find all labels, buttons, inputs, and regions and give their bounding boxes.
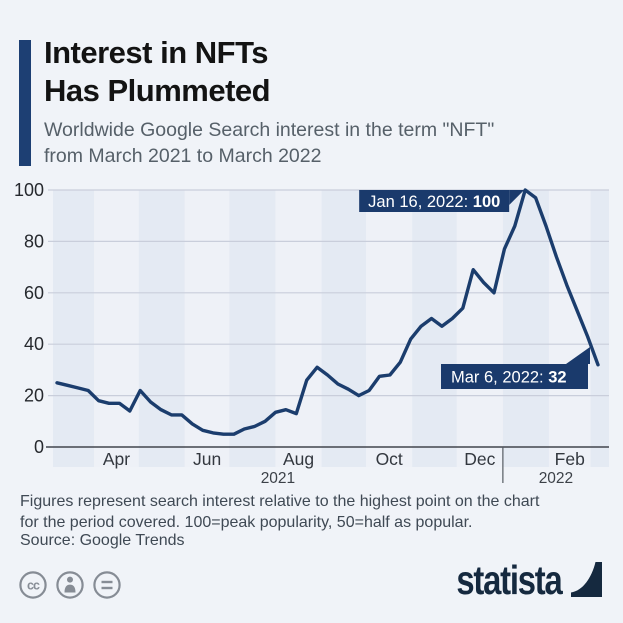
statista-logo[interactable]: statista bbox=[430, 557, 602, 603]
month-band bbox=[366, 190, 413, 467]
attribution-icon[interactable] bbox=[55, 570, 85, 600]
line-chart: 0 20 40 60 80 100 Apr Jun Aug Oct Dec Feb 2021 2022 Ja… bbox=[14, 180, 609, 487]
x-axis-label: Dec bbox=[464, 449, 495, 469]
x-axis-label: Jun bbox=[193, 449, 221, 469]
month-band bbox=[321, 190, 367, 467]
year-label-2022: 2022 bbox=[539, 470, 573, 487]
x-axis-label: Aug bbox=[283, 449, 314, 469]
year-label-2021: 2021 bbox=[261, 470, 295, 487]
month-band bbox=[590, 190, 609, 467]
callout-text: Mar 6, 2022: 32 bbox=[451, 369, 567, 387]
callout-box bbox=[359, 190, 510, 212]
x-axis-label: Oct bbox=[376, 449, 403, 469]
page-title: Interest in NFTs Has Plummeted bbox=[44, 35, 271, 108]
x-axis-label: Feb bbox=[555, 449, 585, 469]
license-icons: cc bbox=[18, 570, 122, 600]
callout-pointer bbox=[509, 190, 525, 205]
equals-icon[interactable] bbox=[92, 570, 122, 600]
callout-box bbox=[441, 364, 588, 389]
month-band bbox=[184, 190, 230, 467]
month-band bbox=[502, 190, 549, 467]
month-band bbox=[53, 190, 95, 467]
y-axis-label: 20 bbox=[24, 386, 44, 406]
y-axis-label: 80 bbox=[24, 231, 44, 251]
month-band bbox=[138, 190, 185, 467]
y-axis-label: 40 bbox=[24, 334, 44, 354]
month-band bbox=[94, 190, 139, 467]
statista-logo-glyph bbox=[571, 562, 602, 597]
trend-line bbox=[55, 188, 600, 436]
y-axis-label: 100 bbox=[14, 180, 44, 200]
callout-text: Jan 16, 2022: 100 bbox=[368, 193, 500, 211]
svg-text:cc: cc bbox=[27, 579, 40, 593]
statista-wordmark: statista bbox=[456, 557, 563, 603]
cc-icon[interactable]: cc bbox=[18, 570, 48, 600]
title-accent-bar bbox=[19, 40, 31, 166]
page-subtitle: Worldwide Google Search interest in the … bbox=[44, 119, 495, 167]
chart-footnote: Figures represent search interest relati… bbox=[20, 493, 540, 531]
source-note: Source: Google Trends bbox=[20, 532, 185, 549]
callout-pointer bbox=[566, 347, 590, 364]
month-band bbox=[275, 190, 322, 467]
y-axis-label: 0 bbox=[34, 437, 44, 457]
month-band bbox=[456, 190, 503, 467]
y-axis-label: 60 bbox=[24, 283, 44, 303]
x-axis-label: Apr bbox=[103, 449, 130, 469]
